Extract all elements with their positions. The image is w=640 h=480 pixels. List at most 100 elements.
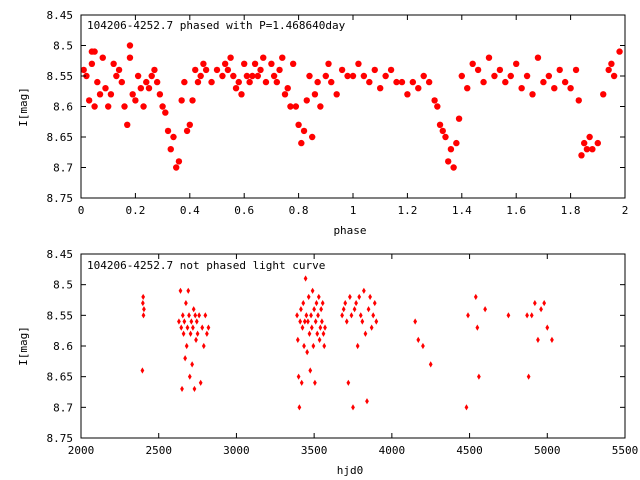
unphased-y-tick-label: 8.6 [53,340,73,353]
unphased-data-point [180,385,184,393]
unphased-data-point [529,312,534,319]
phased-data-point [586,133,593,141]
phased-y-tick-label: 8.55 [47,70,74,83]
phased-data-point [434,103,441,110]
phased-x-axis: 0 0.2 0.4 0.6 0.8 1 1.2 1.4 1.6 1.8 2 [78,15,629,217]
phased-y-tick-label: 8.65 [47,131,74,144]
phased-data-point [224,66,232,74]
unphased-data-point [141,312,146,319]
unphased-data-point [186,287,191,294]
unphased-data-point [140,299,145,307]
phased-data-point [221,60,229,67]
phased-data-point [96,91,104,98]
phased-data-point [507,72,514,80]
unphased-data-point [194,336,198,343]
unphased-data-point [141,293,146,301]
unphased-data-point [321,330,326,337]
unphased-x-tick-label: 2500 [145,444,172,457]
unphased-data-point [189,318,194,325]
phased-x-axis-label: phase [333,224,366,237]
unphased-x-tick-label: 2000 [68,444,95,457]
unphased-data-point [473,293,478,301]
phased-x-tick-label: 1.6 [506,204,526,217]
phased-data-point [85,97,93,104]
phased-data-point [556,66,563,74]
phased-data-point [589,146,596,153]
phased-data-point [129,91,136,98]
unphased-data-point [363,330,368,337]
phased-data-point [145,85,153,92]
phased-data-point [279,54,286,61]
phased-data-point [151,66,158,74]
unphased-data-point [362,287,366,294]
unphased-data-point [309,312,313,319]
phased-data-point [458,72,465,80]
phased-data-point [232,85,240,92]
phased-data-point [540,78,547,86]
unphased-data-point [341,306,346,313]
unphased-y-tick-label: 8.45 [47,248,74,261]
unphased-data-point [203,312,208,319]
unphased-data-point [369,324,374,331]
phased-data-point [281,91,289,98]
phased-data-point [132,97,139,104]
phased-data-point [164,127,172,135]
phased-data-point [594,139,601,147]
unphased-data-point [539,306,543,313]
phased-data-point [105,103,112,110]
phased-data-point [230,72,237,80]
phased-data-point [156,91,164,98]
phased-data-point [338,66,346,74]
phased-data-point [99,54,106,61]
phased-y-axis-label: I[mag] [17,87,30,127]
phased-x-tick-label: 1.2 [397,204,417,217]
unphased-data-point [184,299,188,307]
phased-data-point [578,152,585,159]
unphased-data-point [315,330,320,337]
phased-data-point [567,85,574,92]
phased-data-point [102,85,109,92]
unphased-chart: 2000 2500 3000 3500 4000 4500 5000 5500 8.45 8.5… [17,248,638,477]
phased-data-point [415,85,422,92]
phased-data-point [284,85,291,92]
phased-data-point [439,127,446,135]
phased-data-point [425,78,433,86]
phased-data-point [474,66,482,74]
unphased-data-point [187,373,192,380]
unphased-data-point [372,299,377,307]
unphased-data-point [316,293,321,301]
unphased-data-point [322,342,327,350]
phased-data-point [431,97,438,104]
phased-chart: 0 0.2 0.4 0.6 0.8 1 1.2 1.4 1.6 1.8 2 8.458.58.558… [17,9,628,237]
unphased-data-point [483,306,487,313]
phased-data-point [309,133,316,141]
phased-data-point [254,72,261,80]
phased-x-tick-label: 0.2 [125,204,145,217]
phased-data-point [295,121,302,128]
unphased-data-point [320,299,325,307]
unphased-data-point [526,373,531,380]
unphased-data-point [187,312,191,319]
unphased-data-point [357,293,362,301]
phased-data-point [137,85,145,92]
phased-data-point [140,103,147,110]
unphased-data-point [371,312,376,319]
unphased-data-point [313,379,317,386]
phased-x-tick-label: 2 [622,204,629,217]
unphased-data-point [545,324,550,331]
phased-data-point [287,103,294,110]
phased-y-tick-label: 8.7 [53,162,73,175]
phased-data-point [523,72,531,80]
unphased-data-point [295,336,300,343]
unphased-data-point [312,306,317,313]
unphased-data-point [197,312,202,319]
unphased-data-point [368,293,372,301]
phased-y-tick-label: 8.6 [53,101,73,114]
unphased-data-point [525,312,529,319]
phased-data-point [616,48,623,55]
phased-data-point [208,78,215,86]
phased-data-point [192,66,199,74]
phased-data-point [377,85,384,92]
phased-data-point [243,72,251,80]
unphased-data-point [475,324,480,331]
